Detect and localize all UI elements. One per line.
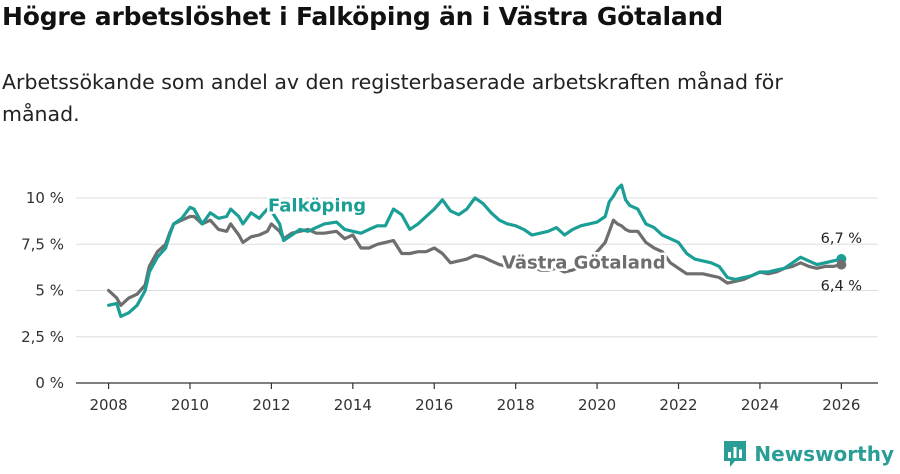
x-tick-label: 2024 bbox=[741, 396, 779, 414]
end-value-label-vastra-gotaland: 6,4 % bbox=[821, 279, 862, 295]
y-tick-label: 10 % bbox=[26, 189, 64, 207]
label-layer: Falköping Västra Götaland 6,7 % 6,4 % bbox=[266, 193, 863, 295]
series-label-falkoping: Falköping bbox=[268, 195, 366, 216]
y-tick-label: 7,5 % bbox=[21, 235, 64, 253]
bar-chart-logo-icon bbox=[724, 441, 747, 467]
y-tick-label: 5 % bbox=[35, 282, 64, 300]
series-label-vastra-gotaland: Västra Götaland bbox=[502, 253, 666, 274]
series-layer bbox=[106, 183, 847, 318]
brand-name: Newsworthy bbox=[754, 442, 894, 466]
x-tick-label: 2018 bbox=[497, 396, 535, 414]
x-tick-label: 2014 bbox=[334, 396, 372, 414]
x-tick-label: 2022 bbox=[659, 396, 697, 414]
y-tick-label: 2,5 % bbox=[21, 328, 64, 346]
end-value-label-falkoping: 6,7 % bbox=[821, 231, 862, 247]
x-tick-label: 2020 bbox=[578, 396, 616, 414]
x-tick-label: 2026 bbox=[822, 396, 860, 414]
x-tick-label: 2010 bbox=[171, 396, 209, 414]
axis-layer: 0 % 2,5 % 5 % 7,5 % 10 % 2008 2010 2012 2014 2016… bbox=[21, 189, 878, 414]
end-point-vastra-gotaland bbox=[836, 259, 847, 270]
y-tick-label: 0 % bbox=[35, 374, 64, 392]
x-tick-label: 2012 bbox=[252, 396, 290, 414]
x-tick-label: 2008 bbox=[89, 396, 127, 414]
x-tick-label: 2016 bbox=[415, 396, 453, 414]
page-title: Högre arbetslöshet i Falköping än i Väst… bbox=[2, 2, 723, 31]
series-line-falkoping bbox=[106, 183, 844, 318]
series-line-vastra-gotaland bbox=[106, 214, 844, 307]
brand-logo: Newsworthy bbox=[722, 440, 894, 468]
page-subtitle: Arbetssökande som andel av den registerb… bbox=[2, 70, 783, 126]
